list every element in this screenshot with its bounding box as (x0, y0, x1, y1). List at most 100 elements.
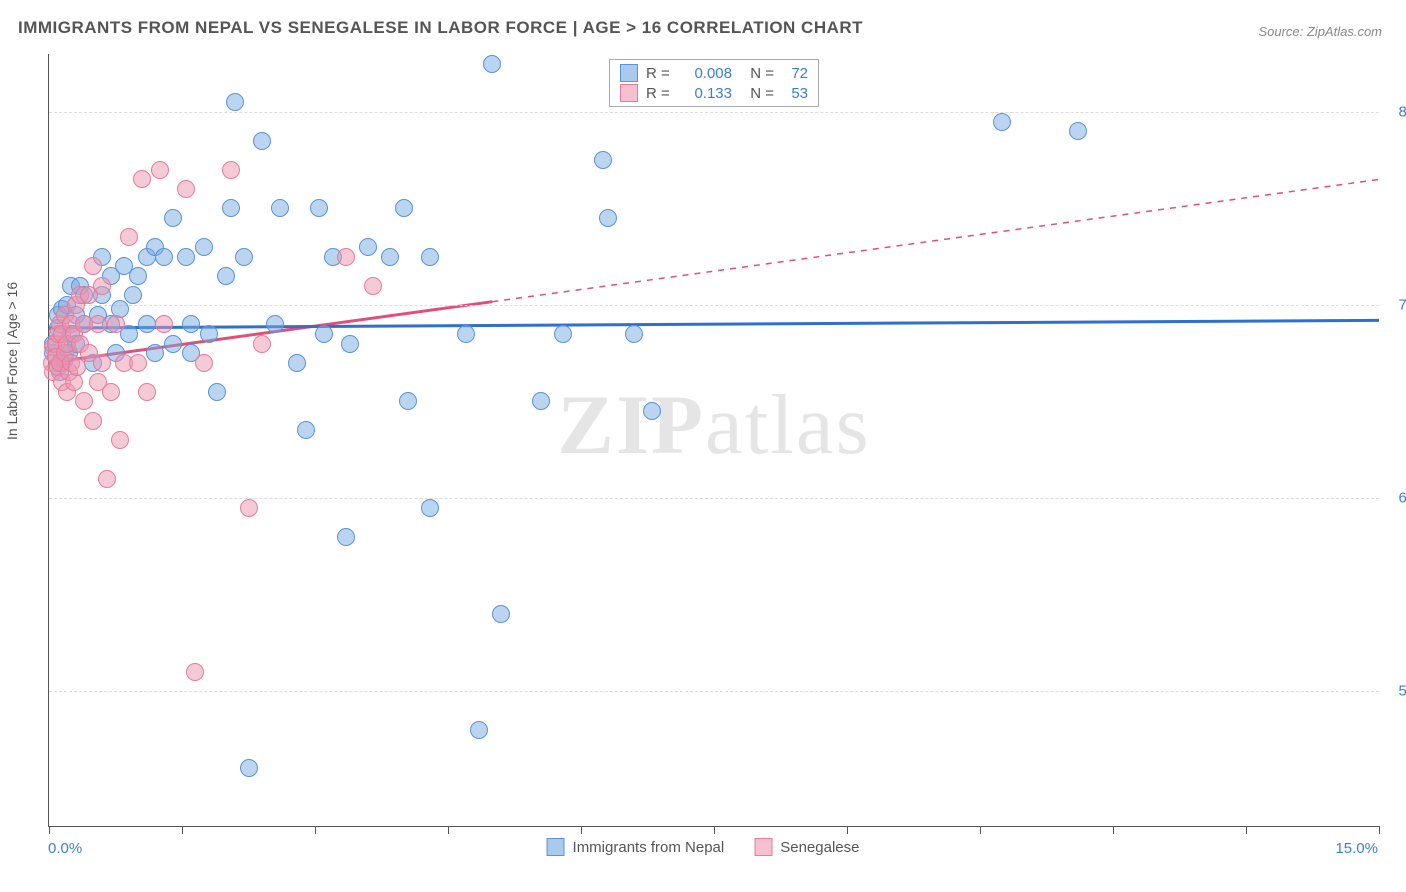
x-tick (714, 826, 715, 834)
data-point (84, 412, 102, 430)
x-tick (980, 826, 981, 834)
data-point (492, 605, 510, 623)
data-point (240, 499, 258, 517)
y-axis-title: In Labor Force | Age > 16 (4, 282, 20, 440)
x-tick (581, 826, 582, 834)
data-point (381, 248, 399, 266)
data-point (253, 132, 271, 150)
data-point (594, 151, 612, 169)
data-point (364, 277, 382, 295)
data-point (271, 199, 289, 217)
data-point (421, 248, 439, 266)
data-point (75, 392, 93, 410)
x-tick (448, 826, 449, 834)
trendline-solid (49, 320, 1379, 328)
legend-n-label: N = (740, 65, 774, 82)
data-point (129, 267, 147, 285)
data-point (483, 55, 501, 73)
legend-n-label: N = (740, 85, 774, 102)
x-tick (1113, 826, 1114, 834)
legend-r-value: 0.133 (682, 85, 732, 102)
legend-row: R = 0.008 N = 72 (620, 64, 808, 82)
correlation-legend: R = 0.008 N = 72 R = 0.133 N = 53 (609, 59, 819, 107)
legend-n-value: 72 (782, 65, 808, 82)
legend-swatch (547, 838, 565, 856)
data-point (217, 267, 235, 285)
y-tick-label: 70.0% (1386, 296, 1406, 313)
trendline-dashed (492, 179, 1379, 301)
data-point (195, 238, 213, 256)
data-point (532, 392, 550, 410)
data-point (222, 199, 240, 217)
data-point (120, 228, 138, 246)
data-point (288, 354, 306, 372)
data-point (337, 248, 355, 266)
y-tick-label: 50.0% (1386, 682, 1406, 699)
data-point (235, 248, 253, 266)
data-point (151, 161, 169, 179)
data-point (65, 373, 83, 391)
data-point (457, 325, 475, 343)
data-point (421, 499, 439, 517)
data-point (315, 325, 333, 343)
x-tick (315, 826, 316, 834)
source-label: Source: ZipAtlas.com (1258, 24, 1382, 39)
data-point (226, 93, 244, 111)
data-point (146, 344, 164, 362)
data-point (84, 257, 102, 275)
data-point (186, 663, 204, 681)
data-point (138, 315, 156, 333)
data-point (310, 199, 328, 217)
data-point (395, 199, 413, 217)
data-point (200, 325, 218, 343)
data-point (102, 383, 120, 401)
data-point (177, 248, 195, 266)
y-tick-label: 60.0% (1386, 489, 1406, 506)
data-point (266, 315, 284, 333)
data-point (124, 286, 142, 304)
data-point (133, 170, 151, 188)
data-point (337, 528, 355, 546)
legend-item: Immigrants from Nepal (547, 838, 725, 856)
data-point (341, 335, 359, 353)
data-point (222, 161, 240, 179)
legend-r-label: R = (646, 65, 674, 82)
plot-area: ZIPatlas R =0.008N =72R =0.133N =53 50.0… (48, 54, 1379, 827)
data-point (253, 335, 271, 353)
legend-swatch (754, 838, 772, 856)
data-point (208, 383, 226, 401)
gridline (49, 691, 1379, 692)
data-point (993, 113, 1011, 131)
legend-r-value: 0.008 (682, 65, 732, 82)
x-tick (49, 826, 50, 834)
x-tick (1379, 826, 1380, 834)
data-point (399, 392, 417, 410)
legend-n-value: 53 (782, 85, 808, 102)
x-tick (847, 826, 848, 834)
data-point (129, 354, 147, 372)
data-point (155, 315, 173, 333)
data-point (625, 325, 643, 343)
data-point (138, 383, 156, 401)
series-legend: Immigrants from Nepal Senegalese (547, 838, 860, 856)
data-point (98, 470, 116, 488)
data-point (155, 248, 173, 266)
x-tick (182, 826, 183, 834)
x-axis-max-label: 15.0% (1335, 840, 1378, 857)
data-point (297, 421, 315, 439)
legend-item: Senegalese (754, 838, 859, 856)
x-axis-min-label: 0.0% (48, 840, 82, 857)
data-point (643, 402, 661, 420)
data-point (182, 315, 200, 333)
data-point (359, 238, 377, 256)
trend-lines (49, 54, 1379, 826)
data-point (1069, 122, 1087, 140)
data-point (164, 335, 182, 353)
data-point (164, 209, 182, 227)
legend-r-label: R = (646, 85, 674, 102)
data-point (89, 315, 107, 333)
data-point (93, 277, 111, 295)
x-tick (1246, 826, 1247, 834)
data-point (470, 721, 488, 739)
data-point (111, 431, 129, 449)
